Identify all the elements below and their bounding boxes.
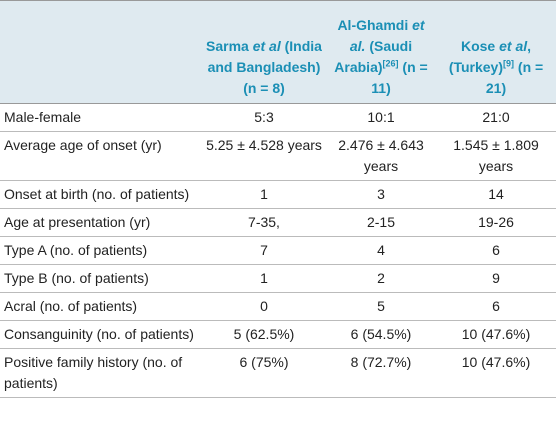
- header-text: Sarma: [206, 38, 249, 54]
- table-cell: 9: [436, 264, 556, 293]
- header-cell: Sarma et al (India and Bangladesh) (n = …: [202, 0, 326, 104]
- table-cell: 14: [436, 180, 556, 209]
- table-cell: 8 (72.7%): [326, 348, 436, 398]
- table-row: Age at presentation (yr) 7-35, 2-15 19-26: [0, 208, 556, 237]
- table-cell: 3: [326, 180, 436, 209]
- table-row: Type A (no. of patients) 7 4 6: [0, 236, 556, 265]
- table-cell: 5: [326, 292, 436, 321]
- table-cell: 21:0: [436, 103, 556, 132]
- header-text: Al-Ghamdi: [337, 17, 409, 33]
- row-label: Type B (no. of patients): [0, 264, 202, 293]
- header-text: (India and Bangladesh): [207, 38, 322, 75]
- table-cell: 1.545 ± 1.809 years: [436, 131, 556, 181]
- table-cell: 6 (75%): [202, 348, 326, 398]
- header-row: Sarma et al (India and Bangladesh) (n = …: [0, 0, 556, 104]
- row-label: Acral (no. of patients): [0, 292, 202, 321]
- table-row: Onset at birth (no. of patients) 1 3 14: [0, 180, 556, 209]
- header-cell: [0, 0, 202, 104]
- table-cell: 5 (62.5%): [202, 320, 326, 349]
- header-text: (n = 8): [243, 80, 285, 96]
- table-cell: 10:1: [326, 103, 436, 132]
- table-row: Male-female 5:3 10:1 21:0: [0, 103, 556, 132]
- row-label: Type A (no. of patients): [0, 236, 202, 265]
- header-text: (Saudi Arabia): [334, 38, 413, 75]
- table-cell: 2.476 ± 4.643 years: [326, 131, 436, 181]
- row-label: Onset at birth (no. of patients): [0, 180, 202, 209]
- table-cell: 2: [326, 264, 436, 293]
- reference: [9]: [503, 58, 515, 69]
- header-text: et al: [252, 38, 281, 54]
- table-row: Type B (no. of patients) 1 2 9: [0, 264, 556, 293]
- table-cell: 6 (54.5%): [326, 320, 436, 349]
- table-cell: 4: [326, 236, 436, 265]
- row-label: Average age of onset (yr): [0, 131, 202, 181]
- table-cell: 10 (47.6%): [436, 348, 556, 398]
- table-cell: 10 (47.6%): [436, 320, 556, 349]
- header-text: (n = 21): [485, 59, 544, 96]
- table-cell: 6: [436, 292, 556, 321]
- table-cell: 2-15: [326, 208, 436, 237]
- table-cell: 5.25 ± 4.528 years: [202, 131, 326, 181]
- header-text: , (Turkey): [448, 38, 532, 75]
- row-label: Positive family history (no. of patients…: [0, 348, 202, 398]
- data-table: Sarma et al (India and Bangladesh) (n = …: [0, 0, 556, 398]
- header-text: et al.: [349, 17, 425, 54]
- table-header: Sarma et al (India and Bangladesh) (n = …: [0, 0, 556, 104]
- table-row: Positive family history (no. of patients…: [0, 348, 556, 398]
- table-row: Average age of onset (yr) 5.25 ± 4.528 ye…: [0, 131, 556, 181]
- row-label: Age at presentation (yr): [0, 208, 202, 237]
- header-text: (n = 11): [371, 59, 428, 96]
- table-cell: 7: [202, 236, 326, 265]
- table-cell: 19-26: [436, 208, 556, 237]
- header-text: et al: [499, 38, 528, 54]
- table-cell: 1: [202, 180, 326, 209]
- table-cell: 5:3: [202, 103, 326, 132]
- reference: [26]: [382, 58, 399, 69]
- row-label: Male-female: [0, 103, 202, 132]
- header-cell: Al-Ghamdi et al. (Saudi Arabia)[26] (n =…: [326, 0, 436, 104]
- table-row: Consanguinity (no. of patients) 5 (62.5%)…: [0, 320, 556, 349]
- header-text: Kose: [460, 38, 496, 54]
- table-cell: 7-35,: [202, 208, 326, 237]
- table-cell: 1: [202, 264, 326, 293]
- table-cell: 6: [436, 236, 556, 265]
- row-label: Consanguinity (no. of patients): [0, 320, 202, 349]
- header-cell: Kose et al, (Turkey)[9] (n = 21): [436, 0, 556, 104]
- table-row: Acral (no. of patients) 0 5 6: [0, 292, 556, 321]
- table-cell: 0: [202, 292, 326, 321]
- table-body: Male-female 5:3 10:1 21:0 Average age of ons…: [0, 103, 556, 398]
